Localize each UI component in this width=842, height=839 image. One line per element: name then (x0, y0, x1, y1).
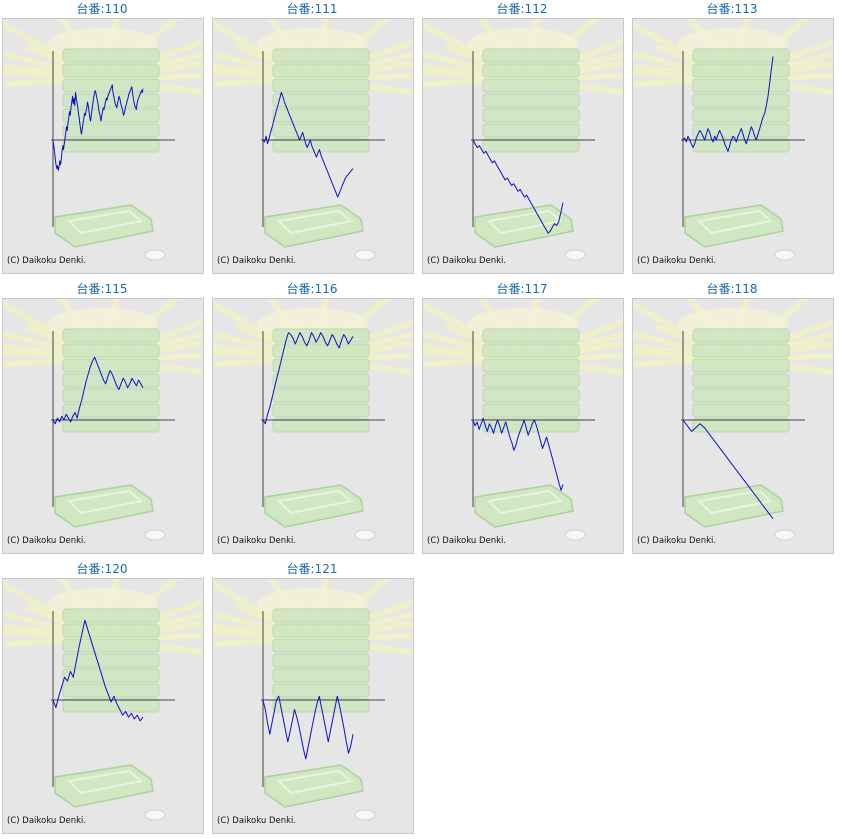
series-line (52, 84, 144, 171)
chart-panel: 台番:116 (C) Daikoku Denki. (210, 280, 414, 556)
chart-frame: (C) Daikoku Denki. (2, 578, 204, 834)
chart-panel: 台番:121 (C) Daikoku Denki. (210, 560, 414, 836)
copyright-text: (C) Daikoku Denki. (637, 256, 717, 266)
chart-svg (423, 299, 623, 541)
chart-title: 台番:110 (76, 2, 128, 16)
chart-panel: 台番:117 (C) Daikoku Denki. (420, 280, 624, 556)
chart-title: 台番:118 (706, 282, 758, 296)
series-line (262, 92, 354, 198)
chart-frame: (C) Daikoku Denki. (422, 18, 624, 274)
background-illustration (423, 299, 623, 541)
chart-panel: 台番:112 (C) Daikoku Denki. (420, 0, 624, 276)
chart-svg (3, 299, 203, 541)
chart-frame: (C) Daikoku Denki. (422, 298, 624, 554)
copyright-text: (C) Daikoku Denki. (427, 256, 507, 266)
background-illustration (423, 19, 623, 261)
background-illustration (213, 299, 413, 541)
background-illustration (213, 19, 413, 261)
chart-title: 台番:112 (496, 2, 548, 16)
background-illustration (213, 579, 413, 821)
chart-title: 台番:113 (706, 2, 758, 16)
chart-title: 台番:120 (76, 562, 128, 576)
chart-frame: (C) Daikoku Denki. (212, 578, 414, 834)
copyright-text: (C) Daikoku Denki. (217, 536, 297, 546)
chart-panel: 台番:111 (C) Daikoku Denki. (210, 0, 414, 276)
chart-panel: 台番:115 (C) Daikoku Denki. (0, 280, 204, 556)
series-line (262, 332, 354, 425)
chart-title: 台番:115 (76, 282, 128, 296)
copyright-text: (C) Daikoku Denki. (637, 536, 717, 546)
chart-panel: 台番:118 (C) Daikoku Denki. (630, 280, 834, 556)
chart-svg (633, 19, 833, 261)
chart-title: 台番:121 (286, 562, 338, 576)
chart-panel: 台番:113 (C) Daikoku Denki. (630, 0, 834, 276)
chart-svg (213, 19, 413, 261)
chart-frame: (C) Daikoku Denki. (632, 298, 834, 554)
chart-svg (213, 579, 413, 821)
chart-frame: (C) Daikoku Denki. (212, 18, 414, 274)
chart-panel: 台番:110 (C) Daikoku Denki. (0, 0, 204, 276)
series-line (262, 695, 354, 760)
copyright-text: (C) Daikoku Denki. (217, 816, 297, 826)
background-illustration (633, 299, 833, 541)
background-illustration (3, 19, 203, 261)
chart-panel: 台番:120 (C) Daikoku Denki. (0, 560, 204, 836)
background-illustration (633, 19, 833, 261)
chart-title: 台番:117 (496, 282, 548, 296)
background-illustration (3, 299, 203, 541)
series-line (52, 619, 144, 722)
chart-frame: (C) Daikoku Denki. (632, 18, 834, 274)
chart-title: 台番:116 (286, 282, 338, 296)
copyright-text: (C) Daikoku Denki. (7, 816, 87, 826)
chart-title: 台番:111 (286, 2, 338, 16)
series-line (52, 356, 144, 425)
chart-frame: (C) Daikoku Denki. (2, 298, 204, 554)
chart-frame: (C) Daikoku Denki. (212, 298, 414, 554)
chart-svg (3, 19, 203, 261)
chart-frame: (C) Daikoku Denki. (2, 18, 204, 274)
copyright-text: (C) Daikoku Denki. (217, 256, 297, 266)
chart-svg (633, 299, 833, 541)
series-line (472, 417, 564, 491)
copyright-text: (C) Daikoku Denki. (7, 536, 87, 546)
copyright-text: (C) Daikoku Denki. (7, 256, 87, 266)
chart-svg (213, 299, 413, 541)
series-line (682, 56, 774, 152)
chart-svg (3, 579, 203, 821)
copyright-text: (C) Daikoku Denki. (427, 536, 507, 546)
series-line (472, 139, 564, 234)
chart-svg (423, 19, 623, 261)
series-line (682, 419, 774, 520)
